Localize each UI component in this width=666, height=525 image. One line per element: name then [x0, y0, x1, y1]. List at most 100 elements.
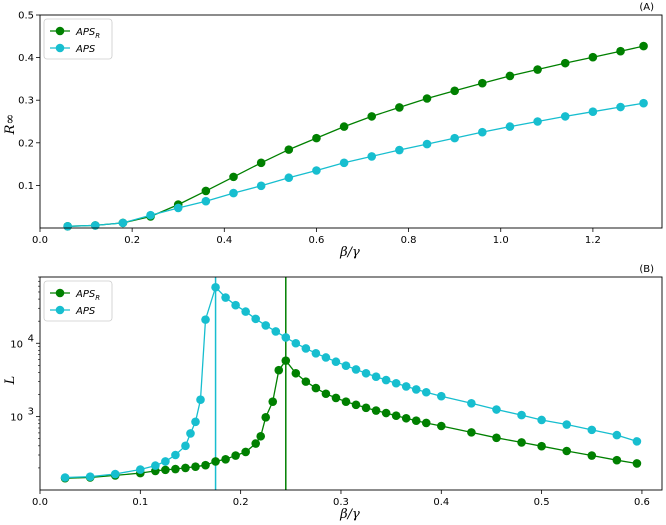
panel-b-series-0-line: [65, 359, 638, 479]
panel-b-series-1-point: [401, 382, 411, 391]
panel-b-legend-swatch-marker: [55, 288, 65, 298]
panel-a-series-0-line: [67, 45, 644, 227]
panel-a-legend-swatch-marker: [55, 43, 65, 53]
panel-a-series-1-point: [639, 98, 648, 108]
panel-a-y-tick-label: 0.5: [18, 11, 34, 22]
panel-a-series-1-point: [395, 145, 404, 155]
panel-a-series-0-point: [505, 71, 515, 81]
panel-a-x-tick-label: 1.2: [585, 235, 601, 246]
panel-b-series-1-point: [191, 417, 200, 427]
panel-a-series-0-point: [450, 86, 459, 96]
panel-b-series-1-point: [492, 405, 501, 414]
panel-b-x-tick-label: 0.0: [32, 497, 48, 508]
panel-b-series-1-point: [411, 385, 421, 394]
panel-b-series-0-point: [191, 462, 200, 471]
panel-b-series-0-point: [231, 451, 240, 460]
panel-b-series-1-point: [161, 457, 170, 466]
panel-b-series-1-point: [136, 465, 145, 474]
panel-b-series-0-point: [401, 413, 411, 423]
panel-b-series-0-point: [371, 406, 381, 415]
panel-a-series-0-point: [560, 58, 570, 68]
panel-b-series-1-point: [251, 314, 260, 324]
panel-b-series-0-point: [331, 393, 341, 403]
panel-b-series-0-point: [301, 377, 311, 386]
panel-b-series-0-point: [311, 383, 321, 393]
panel-b-series-1-point: [311, 348, 321, 358]
panel-a-series-1-point: [146, 210, 155, 220]
panel-b-series-0-point: [211, 457, 220, 466]
panel-b-series-1-point: [151, 461, 160, 470]
panel-b-series-1-point: [321, 353, 331, 362]
panel-a-series-1-point: [201, 196, 211, 206]
panel-b-series-0-point: [321, 389, 331, 399]
panel-a-series-1-point: [478, 127, 487, 137]
panel-b-series-1-point: [281, 333, 291, 342]
panel-a-series-0-point: [533, 65, 542, 74]
panel-b-series-0-point: [632, 459, 642, 468]
panel-b-series-1-point: [632, 437, 642, 446]
panel-b-series-0-point: [587, 451, 597, 460]
panel-b-series-1-point: [110, 469, 120, 479]
panel-a-series-0-point: [284, 145, 294, 154]
panel-b-legend-swatch-marker: [55, 305, 65, 315]
panel-a-series-1-point: [367, 152, 377, 161]
panel-b-series-1-point: [261, 321, 271, 330]
panel-b-series-0-point: [361, 403, 371, 413]
panel-a-series-1-point: [560, 112, 570, 121]
panel-b-series-0-point: [201, 460, 210, 470]
panel-b-series-1-point: [517, 410, 526, 420]
panel-b-series-0-point: [341, 397, 351, 406]
panel-b-series-1-point: [196, 395, 205, 405]
panel-a-series-1-point: [616, 102, 625, 112]
panel-b-x-tick-label: 0.3: [333, 497, 349, 508]
panel-b-series-1-point: [421, 387, 431, 397]
panel-b-series-1-point: [537, 415, 546, 425]
panel-b-y-axis-label: L: [3, 376, 18, 386]
panel-a-y-tick-label: 0.3: [18, 96, 34, 107]
panel-b-series-1-point: [231, 300, 240, 310]
panel-a-x-tick-label: 0.2: [124, 235, 140, 246]
panel-b-series-1-point: [361, 368, 371, 378]
panel-b-series-0-point: [612, 455, 622, 465]
panel-a-legend-label: APS: [75, 44, 96, 55]
panel-b-y-tick-label: 10: [10, 413, 23, 424]
panel-b-series-1-point: [181, 441, 190, 451]
panel-b-series-0-point: [274, 365, 284, 375]
panel-a-legend-label: APSR: [75, 27, 100, 40]
panel-a-series-1-point: [588, 107, 598, 117]
panel-b-y-tick-exponent: 3: [28, 407, 34, 418]
panel-a-series-0-point: [201, 186, 211, 196]
panel-a-series-1-point: [422, 139, 432, 149]
panel-a-series-1-line: [67, 102, 644, 227]
panel-b-series-0-point: [517, 438, 526, 447]
panel-a-series-1-point: [284, 173, 294, 183]
panel-b-series-0-point: [562, 446, 571, 456]
panel-b-series-0-point: [391, 411, 401, 420]
panel-b-legend-label: APSR: [75, 289, 100, 302]
panel-b-series-0-point: [436, 421, 446, 431]
panel-b-series-1-point: [186, 429, 195, 438]
panel-a-series-1-point: [229, 188, 238, 198]
panel-a-series-1-point: [256, 181, 266, 191]
panel-a-series-0-point: [616, 46, 625, 56]
panel-b-series-1-point: [436, 391, 446, 401]
panel-a-series-0-point: [256, 158, 266, 168]
panel-b-series-1-point: [85, 472, 95, 481]
panel-b-x-tick-label: 0.6: [634, 497, 650, 508]
panel-b-series-0-point: [161, 465, 170, 475]
panel-b-series-1-point: [467, 398, 476, 408]
panel-a-series-0-point: [312, 133, 321, 143]
panel-a-x-tick-label: 0.4: [216, 235, 232, 246]
panel-b-series-0-point: [381, 408, 391, 418]
panel-a-series-0-point: [395, 103, 404, 112]
panel-b-series-0-point: [411, 416, 421, 426]
panel-a-series-0-point: [339, 122, 349, 131]
panel-b-series-1-line: [65, 285, 638, 479]
panel-a-series-1-point: [450, 133, 459, 143]
panel-a-series-1-point: [63, 221, 72, 231]
panel-a-series-0-point: [478, 78, 487, 88]
panel-a-series-1-point: [118, 218, 128, 228]
panel-a-series-0-point: [367, 112, 377, 121]
panel-b-series-1-point: [331, 357, 341, 367]
panel-a-label: (A): [639, 2, 654, 13]
